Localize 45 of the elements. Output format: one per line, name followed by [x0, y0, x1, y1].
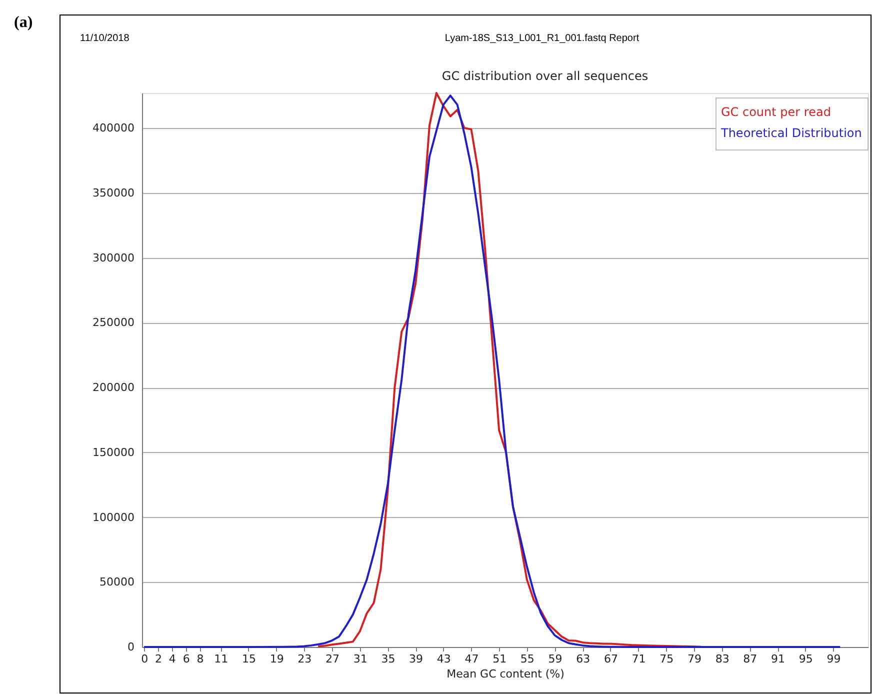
- x-tick-label: 2: [155, 652, 162, 666]
- text: Lyam-18S_S13_L001_R1_001.fastq Report: [444, 33, 640, 44]
- y-tick-label: 200000: [92, 381, 134, 394]
- x-tick-label: 59: [548, 652, 562, 666]
- y-tick-label: 400000: [92, 122, 134, 135]
- x-tick-label: 27: [326, 652, 340, 666]
- x-tick-label: 6: [182, 652, 190, 666]
- y-tick-label: 350000: [92, 186, 134, 200]
- x-tick-label: 15: [242, 652, 256, 666]
- x-tick-label: 79: [687, 652, 702, 666]
- x-tick-label: 31: [353, 652, 368, 666]
- x-tick-label: 63: [576, 652, 590, 666]
- text: GC count per read: [721, 105, 831, 119]
- x-tick-label: 39: [409, 652, 424, 666]
- x-tick-label: 4: [168, 652, 176, 666]
- x-tick-label: 87: [743, 652, 758, 666]
- chart-title: GC distribution over all sequences: [442, 69, 648, 83]
- x-tick-label: 99: [826, 652, 841, 666]
- y-tick-label: 100000: [92, 510, 134, 524]
- x-tick-label: 75: [660, 652, 674, 666]
- line-series: [317, 92, 702, 648]
- x-tick-label: 0: [141, 652, 148, 666]
- x-axis-title: Mean GC content (%): [446, 668, 564, 680]
- x-tick-label: 83: [715, 652, 730, 666]
- x-tick-label: 11: [214, 652, 228, 666]
- y-tick-label: 300000: [92, 251, 134, 264]
- x-tick-label: 91: [771, 652, 786, 666]
- x-tick-label: 23: [298, 652, 312, 666]
- x-tick-label: 51: [492, 652, 507, 666]
- x-tick-label: 47: [464, 652, 479, 666]
- x-tick-label: 35: [381, 652, 396, 666]
- text: Theoretical Distribution: [720, 126, 862, 140]
- x-tick-label: 55: [520, 652, 534, 666]
- y-tick-label: 50000: [100, 576, 134, 589]
- text: 11/10/2018: [80, 33, 130, 44]
- y-tick-label: 150000: [92, 446, 134, 459]
- y-tick-label: 250000: [92, 316, 134, 330]
- x-tick-label: 95: [798, 652, 813, 666]
- text: (a): [14, 14, 33, 31]
- x-tick-label: 8: [196, 652, 204, 666]
- x-tick-label: 19: [270, 652, 284, 666]
- x-tick-label: 71: [632, 652, 646, 666]
- x-tick-label: 67: [604, 652, 618, 666]
- y-tick-label: 0: [128, 640, 134, 654]
- x-tick-label: 43: [436, 652, 451, 666]
